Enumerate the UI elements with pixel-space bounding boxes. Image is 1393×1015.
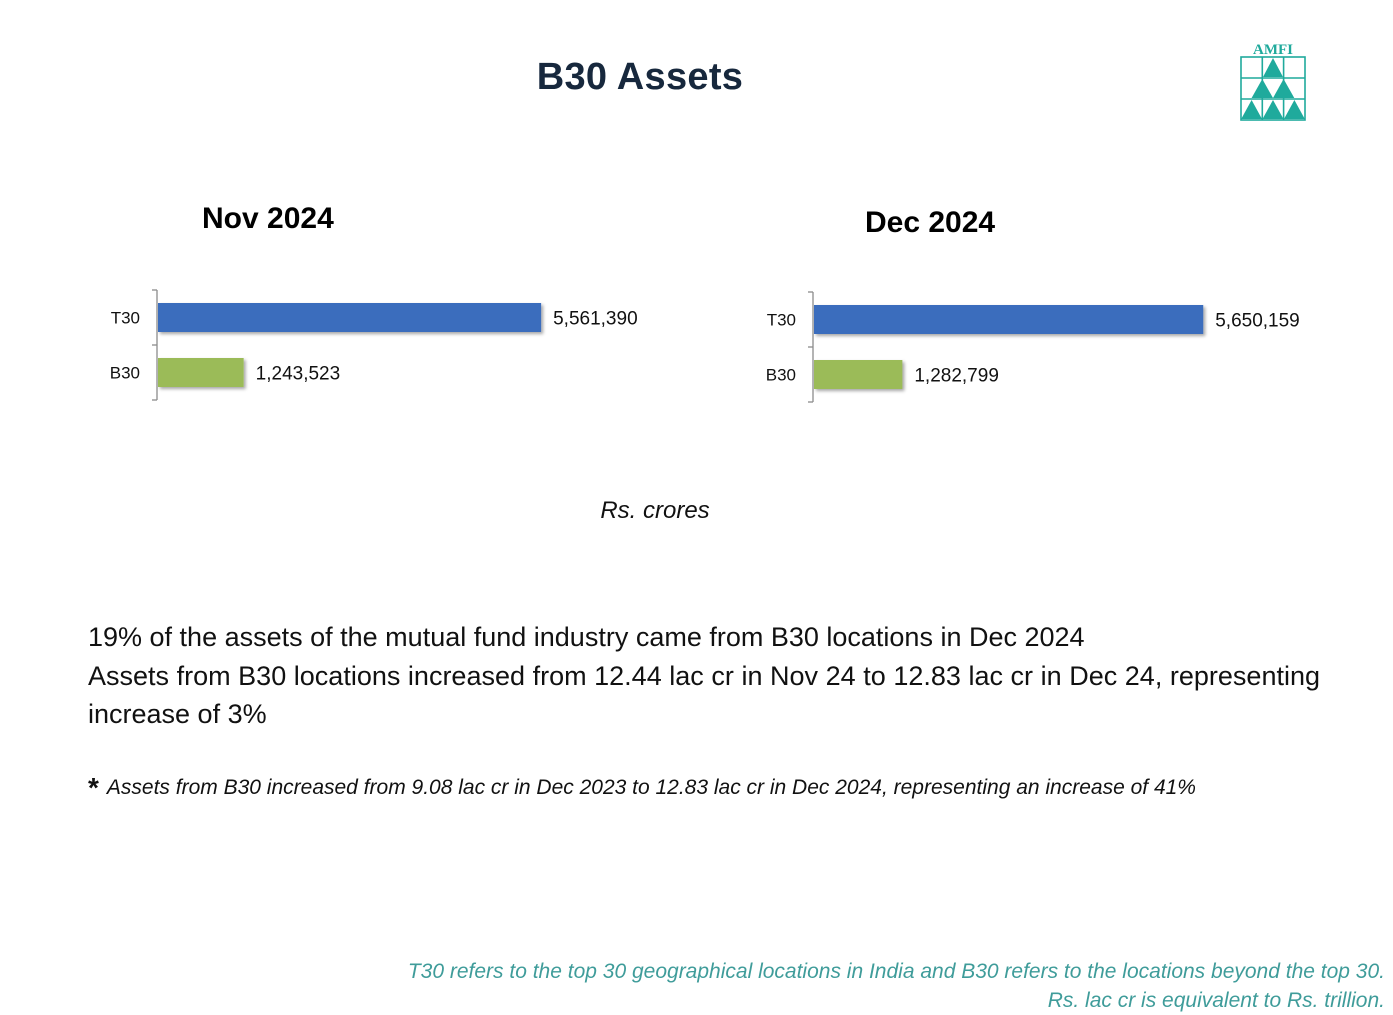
page-title: B30 Assets <box>536 56 744 98</box>
amfi-logo: AMFI <box>1238 40 1308 122</box>
footnote-text: Assets from B30 increased from 9.08 lac … <box>106 776 1196 799</box>
chart-title-nov: Nov 2024 <box>202 202 334 235</box>
summary-line-1: 19% of the assets of the mutual fund ind… <box>88 622 1085 652</box>
definitions-note: T30 refers to the top 30 geographical lo… <box>408 957 1385 1015</box>
bar-b30 <box>158 358 244 387</box>
category-label-b30: B30 <box>110 364 140 383</box>
bar-chart-dec-2024: T30 5,650,159 B30 1,282,799 <box>766 291 1300 403</box>
data-label-t30: 5,561,390 <box>553 309 638 330</box>
chart-title-dec: Dec 2024 <box>865 206 996 239</box>
bar-b30 <box>814 360 903 389</box>
category-label-t30: T30 <box>111 309 140 328</box>
definition-t30-b30: T30 refers to the top 30 geographical lo… <box>407 960 1385 983</box>
summary-text: 19% of the assets of the mutual fund ind… <box>88 618 1320 734</box>
svg-text:AMFI: AMFI <box>1253 42 1293 58</box>
definition-lac-cr: Rs. lac cr is equivalent to Rs. trillion… <box>1047 989 1385 1012</box>
category-label-b30: B30 <box>766 366 796 385</box>
data-label-b30: 1,243,523 <box>256 364 341 385</box>
data-label-b30: 1,282,799 <box>914 366 999 387</box>
summary-line-2: Assets from B30 locations increased from… <box>88 660 1320 730</box>
bar-t30 <box>158 303 542 332</box>
footnote: * Assets from B30 increased from 9.08 lac… <box>88 772 1196 804</box>
category-label-t30: T30 <box>767 311 796 330</box>
bar-t30 <box>814 305 1204 334</box>
bar-chart-nov-2024: T30 5,561,390 B30 1,243,523 <box>110 289 638 401</box>
units-note: Rs. crores <box>600 497 710 524</box>
data-label-t30: 5,650,159 <box>1215 311 1300 332</box>
footnote-asterisk: * <box>88 772 99 803</box>
